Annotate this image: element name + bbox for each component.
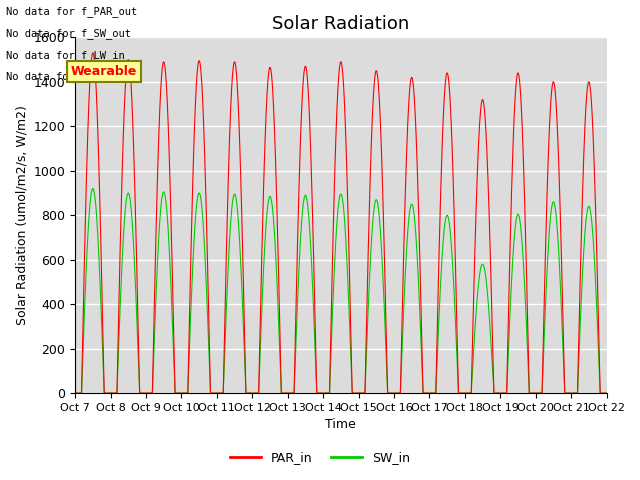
SW_in [71,390,79,396]
SW_in [89,186,97,192]
SW_in [601,390,609,396]
Title: Solar Radiation: Solar Radiation [272,15,410,33]
SW_in [179,390,187,396]
PAR_in [185,341,193,347]
Text: No data for f_SW_out: No data for f_SW_out [6,28,131,39]
PAR_in [414,189,422,195]
Text: No data for f_LW_out: No data for f_LW_out [6,71,131,82]
Y-axis label: Solar Radiation (umol/m2/s, W/m2): Solar Radiation (umol/m2/s, W/m2) [15,105,28,325]
PAR_in [71,390,79,396]
PAR_in [270,117,278,123]
SW_in [270,225,278,231]
X-axis label: Time: Time [326,419,356,432]
Legend: PAR_in, SW_in: PAR_in, SW_in [225,446,415,469]
PAR_in [603,390,611,396]
SW_in [414,270,422,276]
Text: No data for f_LW_in: No data for f_LW_in [6,49,125,60]
PAR_in [601,390,609,396]
SW_in [490,384,497,389]
Text: Wearable: Wearable [70,65,137,78]
PAR_in [89,50,97,56]
Text: No data for f_PAR_out: No data for f_PAR_out [6,6,138,17]
Line: SW_in: SW_in [75,189,607,393]
PAR_in [179,390,187,396]
SW_in [185,360,193,366]
PAR_in [490,375,497,381]
SW_in [603,390,611,396]
Line: PAR_in: PAR_in [75,53,607,393]
